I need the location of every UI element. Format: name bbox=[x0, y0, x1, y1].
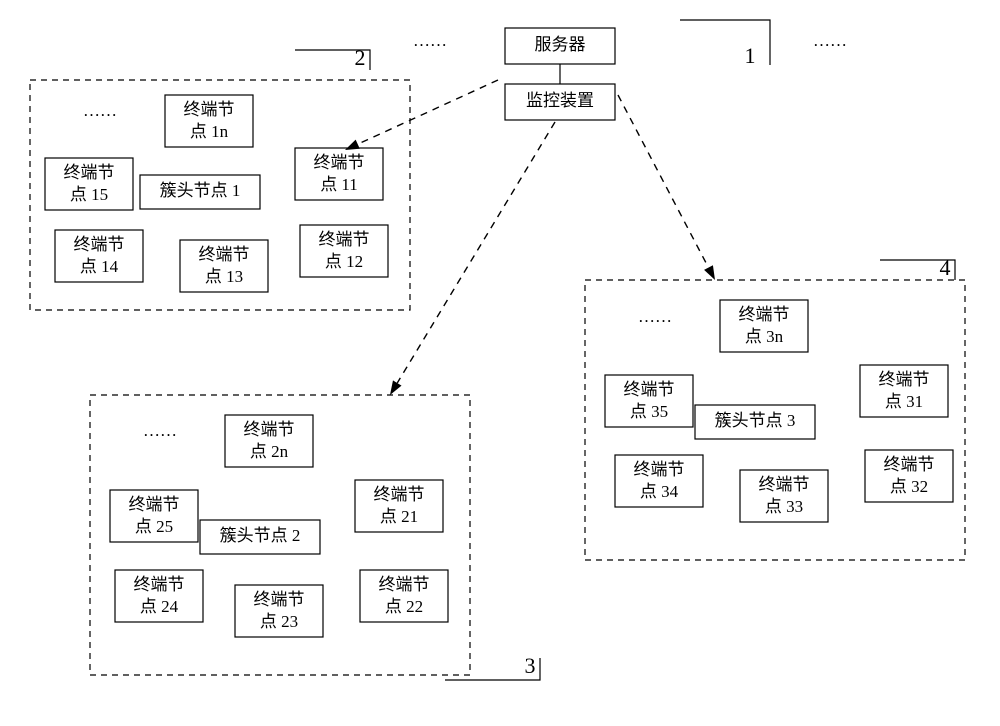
group-label-1: 1 bbox=[745, 43, 756, 68]
node-label-line2: 点 13 bbox=[205, 267, 243, 286]
node-label-line1: 终端节 bbox=[634, 460, 685, 479]
group-label-2: 2 bbox=[355, 45, 366, 70]
dashed-arrow-line bbox=[358, 80, 498, 144]
node-label-line2: 点 14 bbox=[80, 257, 119, 276]
ellipsis: …… bbox=[413, 31, 447, 50]
arrowhead-icon bbox=[345, 140, 360, 150]
node-label-line1: 终端节 bbox=[739, 305, 790, 324]
node-label-line2: 点 35 bbox=[630, 402, 668, 421]
node-label: 监控装置 bbox=[526, 91, 594, 110]
group-label-4: 4 bbox=[940, 255, 951, 280]
node-label-line2: 点 3n bbox=[745, 327, 784, 346]
node-label-line1: 终端节 bbox=[379, 575, 430, 594]
ellipsis: …… bbox=[83, 101, 117, 120]
node-label-line1: 终端节 bbox=[374, 485, 425, 504]
node-label-line2: 点 24 bbox=[140, 597, 179, 616]
node-label: 簇头节点 3 bbox=[715, 411, 796, 430]
node-label: 簇头节点 1 bbox=[160, 181, 241, 200]
node-label-line1: 终端节 bbox=[74, 235, 125, 254]
ellipsis: …… bbox=[813, 31, 847, 50]
node-label-line2: 点 34 bbox=[640, 482, 679, 501]
node-label-line2: 点 23 bbox=[260, 612, 298, 631]
node-label-line2: 点 33 bbox=[765, 497, 803, 516]
dashed-arrow-line bbox=[618, 95, 708, 268]
node-label-line2: 点 15 bbox=[70, 185, 108, 204]
node-label: 服务器 bbox=[535, 35, 586, 54]
node-label-line2: 点 21 bbox=[380, 507, 418, 526]
node-label-line1: 终端节 bbox=[879, 370, 930, 389]
node-label: 簇头节点 2 bbox=[220, 526, 301, 545]
node-label-line1: 终端节 bbox=[759, 475, 810, 494]
node-label-line1: 终端节 bbox=[319, 230, 370, 249]
node-label-line2: 点 2n bbox=[250, 442, 289, 461]
arrowhead-icon bbox=[704, 265, 715, 280]
node-label-line2: 点 31 bbox=[885, 392, 923, 411]
ellipsis: …… bbox=[638, 307, 672, 326]
node-label-line2: 点 11 bbox=[320, 175, 358, 194]
node-label-line1: 终端节 bbox=[64, 163, 115, 182]
node-label-line1: 终端节 bbox=[134, 575, 185, 594]
node-label-line1: 终端节 bbox=[199, 245, 250, 264]
node-label-line2: 点 25 bbox=[135, 517, 173, 536]
node-label-line1: 终端节 bbox=[244, 420, 295, 439]
node-label-line1: 终端节 bbox=[254, 590, 305, 609]
node-label-line1: 终端节 bbox=[884, 455, 935, 474]
ellipsis: …… bbox=[143, 421, 177, 440]
node-label-line2: 点 12 bbox=[325, 252, 363, 271]
arrowhead-icon bbox=[390, 380, 402, 395]
node-label-line2: 点 1n bbox=[190, 122, 229, 141]
node-label-line2: 点 22 bbox=[385, 597, 423, 616]
node-label-line2: 点 32 bbox=[890, 477, 928, 496]
node-label-line1: 终端节 bbox=[129, 495, 180, 514]
dashed-arrow-line bbox=[397, 122, 555, 383]
label-leader-1 bbox=[680, 20, 770, 65]
node-label-line1: 终端节 bbox=[624, 380, 675, 399]
node-label-line1: 终端节 bbox=[314, 153, 365, 172]
group-label-3: 3 bbox=[525, 653, 536, 678]
node-label-line1: 终端节 bbox=[184, 100, 235, 119]
